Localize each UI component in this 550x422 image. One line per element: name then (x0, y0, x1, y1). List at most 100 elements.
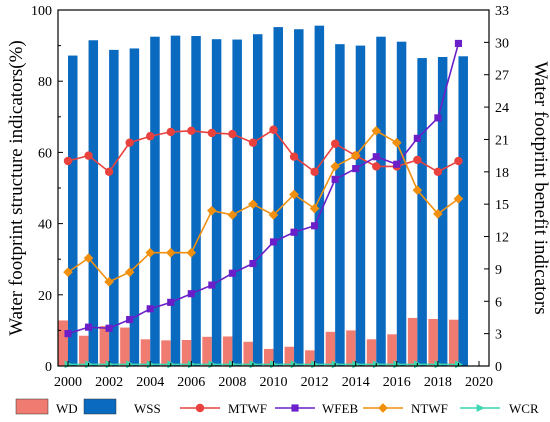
lines-layer (63, 39, 464, 369)
mtwf-point (372, 162, 381, 171)
ntwf-point (207, 205, 217, 216)
bars-layer (58, 25, 468, 367)
y2-tick-label: 9 (495, 263, 502, 278)
wfeb-point (269, 238, 278, 246)
wfeb-point (105, 324, 113, 332)
wss-bar (252, 34, 263, 366)
x-tick-label: 2012 (301, 375, 329, 390)
wd-bar (346, 330, 356, 366)
mtwf-point (207, 128, 217, 138)
wd-bar (428, 319, 438, 366)
y-tick-label: 100 (31, 4, 52, 19)
y2-tick-label: 0 (495, 360, 502, 375)
mtwf-legend-marker (195, 403, 205, 413)
x-tick-label: 2020 (465, 375, 493, 390)
y2-axis-title: Water footprint benefit indicators (530, 61, 550, 314)
wd-bar (284, 346, 295, 366)
wfeb-point (249, 259, 257, 268)
wfeb-legend-marker (291, 404, 299, 412)
wd-legend-swatch (15, 398, 49, 415)
wfeb-point (167, 298, 175, 306)
y2-tick-label: 27 (495, 69, 509, 84)
mtwf-point (413, 155, 422, 165)
ntwf-point (124, 267, 135, 277)
wfeb-point (413, 134, 421, 142)
ntwf-point (145, 247, 156, 258)
x-tick-label: 2002 (95, 375, 123, 390)
y-axis-title: Water footprint structure indicators(%) (6, 40, 27, 336)
wss-bar (376, 36, 386, 366)
wfeb-legend-label: WFEB (322, 401, 358, 416)
wss-bar (355, 45, 366, 366)
wss-bar (417, 58, 427, 367)
ntwf-point (309, 203, 320, 214)
wd-bar (140, 339, 151, 366)
wd-bar (79, 335, 89, 366)
wss-bar (88, 40, 99, 366)
ntwf-legend-label: NTWF (411, 401, 448, 416)
ntwf-point (350, 150, 361, 161)
ntwf-point (248, 199, 258, 210)
ntwf-point (289, 189, 299, 200)
wd-bar (407, 317, 418, 366)
wfeb-point (372, 153, 380, 161)
ntwf-point (371, 125, 382, 136)
y-tick-label: 0 (45, 360, 52, 375)
wss-bar (335, 44, 345, 367)
wd-bar (202, 336, 212, 366)
mtwf-point (63, 156, 73, 166)
wfeb-point (187, 290, 195, 298)
wd-bar (387, 334, 397, 366)
wss-bar (170, 35, 181, 367)
wss-bar (191, 35, 201, 366)
y2-tick-label: 12 (495, 231, 509, 246)
ntwf-point (330, 161, 340, 172)
ntwf-point (268, 210, 279, 220)
ntwf-point (433, 209, 443, 219)
wd-bar (120, 327, 130, 366)
mtwf-point (125, 138, 134, 147)
wss-bar (211, 39, 222, 366)
wd-bar (222, 336, 233, 366)
ntwf-legend-marker (378, 403, 388, 413)
wss-legend-swatch (83, 398, 117, 415)
x-tick-label: 2018 (424, 375, 452, 390)
y2-tick-label: 18 (495, 166, 509, 181)
mtwf-point (289, 152, 299, 161)
x-tick-label: 2008 (218, 375, 246, 390)
x-tick-label: 2014 (342, 375, 370, 390)
wfeb-point (84, 323, 93, 331)
wd-bar (58, 320, 68, 366)
ntwf-point (186, 247, 197, 258)
ntwf-point (453, 193, 464, 204)
ntwf-point (83, 253, 94, 263)
wd-bar (161, 340, 171, 366)
wss-bar (232, 39, 242, 366)
wd-legend-label: WD (56, 401, 78, 416)
wss-bar (109, 49, 119, 366)
wd-bar (264, 348, 274, 366)
mtwf-point (84, 151, 93, 160)
wss-bar (273, 27, 283, 366)
wfeb-point (434, 114, 442, 122)
wfeb-point (454, 39, 463, 48)
wfeb-point (331, 175, 339, 183)
wss-bar (68, 55, 78, 367)
mtwf-point (104, 167, 114, 177)
wcr-legend-label: WCR (509, 401, 539, 416)
y2-tick-label: 30 (495, 36, 509, 51)
x-tick-label: 2010 (260, 375, 288, 390)
wd-bar (243, 341, 253, 366)
wcr-legend-marker (476, 404, 485, 412)
wfeb-point (290, 228, 298, 236)
ntwf-line (67, 129, 459, 283)
wfeb-point (352, 165, 360, 173)
wss-bar (458, 56, 468, 366)
wfeb-point (228, 269, 236, 277)
mtwf-point (269, 125, 278, 134)
ntwf-point (104, 277, 114, 287)
wss-bar (314, 25, 325, 366)
mtwf-point (310, 167, 319, 177)
mtwf-point (166, 127, 175, 137)
wfeb-point (126, 316, 134, 324)
